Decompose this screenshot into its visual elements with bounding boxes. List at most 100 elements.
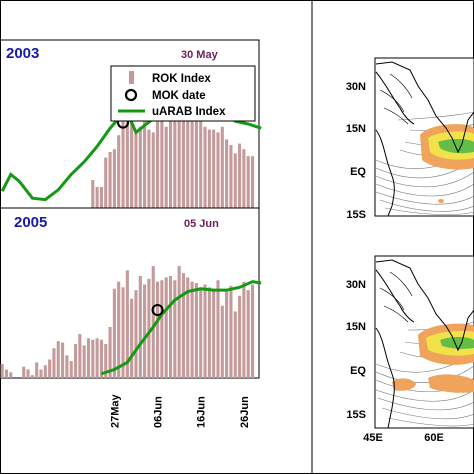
rok-bar [233, 311, 237, 378]
rok-bar [199, 119, 203, 208]
lat-label: EQ [350, 166, 366, 178]
x-tick-label: 26Jun [239, 396, 251, 428]
x-tick-label: 06Jun [153, 396, 165, 428]
rok-bar [229, 145, 233, 208]
rok-bar [173, 280, 177, 378]
lon-label: 60E [424, 432, 444, 444]
rok-bar [91, 180, 95, 208]
rok-bar [160, 280, 164, 378]
rok-bar [22, 366, 26, 378]
rok-bar [177, 266, 181, 378]
panel-date-2003: 30 May [181, 49, 219, 61]
lat-label: 15S [346, 209, 366, 221]
rok-bar [82, 345, 86, 378]
map-panel-bottom: 30N 15N EQ 15S 45E 60E [346, 255, 474, 444]
x-tick-label: 16Jun [196, 396, 208, 428]
panel-date-2005: 05 Jun [184, 218, 219, 230]
rok-bar [220, 305, 224, 378]
lat-labels-bottom: 30N 15N EQ 15S [346, 279, 367, 421]
rok-bar [242, 281, 246, 378]
lat-label: 15N [346, 123, 366, 135]
panel-2005: 2005 05 Jun [0, 207, 262, 379]
shade-green-bottom [440, 337, 474, 349]
rok-bar [250, 284, 255, 378]
rok-bar [125, 77, 129, 208]
rok-bar [164, 126, 168, 208]
rok-bar [130, 298, 134, 378]
rok-bar [147, 278, 151, 378]
rok-bar [168, 96, 173, 208]
rok-bar [69, 361, 73, 378]
rok-bar [138, 276, 142, 378]
panel-year-2005: 2005 [14, 214, 47, 231]
rok-bar [99, 339, 103, 378]
coastline-top [375, 61, 474, 216]
rok-bar [121, 287, 125, 378]
rok-bar [238, 143, 242, 208]
legend-rok: ROK Index [152, 73, 211, 85]
rok-bar [233, 153, 237, 208]
lat-label: 15N [346, 321, 366, 333]
rok-bar [143, 115, 147, 208]
lat-label: EQ [350, 365, 366, 377]
rok-bar [43, 365, 47, 378]
rok-bar [216, 280, 220, 378]
rok-bar [143, 284, 147, 378]
rok-bar [173, 115, 177, 208]
rok-bar [130, 91, 134, 208]
rok-bar [156, 91, 160, 208]
rok-bar [134, 131, 138, 208]
rok-bar [9, 372, 13, 378]
rok-bar [177, 91, 181, 208]
rok-bar [229, 285, 233, 378]
legend-bar-swatch [129, 71, 134, 84]
rok-bar [39, 369, 43, 378]
rok-bar [138, 126, 142, 208]
rok-bar [95, 338, 99, 378]
rok-bar [194, 283, 198, 378]
rok-bar [151, 132, 155, 208]
rok-bar [220, 126, 224, 208]
rok-bar [151, 266, 155, 378]
rok-bar [104, 344, 108, 378]
rok-bar [246, 290, 250, 378]
rok-bar [35, 362, 39, 378]
rok-bar [186, 96, 190, 208]
rok-bar [117, 281, 121, 378]
shade-spot-top [438, 199, 444, 203]
rok-bar [86, 338, 91, 378]
lat-labels-top: 30N 15N EQ 15S [346, 81, 367, 221]
lat-label: 15S [346, 409, 366, 421]
lon-labels-bottom: 45E 60E [363, 432, 444, 444]
lat-label: 30N [346, 279, 366, 291]
x-axis-ticks: 27May 06Jun 16Jun 26Jun [109, 393, 251, 428]
rok-bar [242, 149, 246, 208]
rok-bar [225, 291, 229, 378]
rok-bar [246, 156, 250, 208]
rok-bar [190, 281, 194, 378]
rok-bar [160, 94, 164, 208]
rok-bar [61, 342, 65, 378]
lon-label: 45E [363, 432, 383, 444]
rok-bar [95, 187, 99, 208]
rok-bar [207, 129, 211, 208]
rok-bar [147, 129, 151, 208]
rok-bar [73, 344, 78, 378]
rok-bar [156, 281, 160, 378]
rok-bar [194, 111, 198, 208]
rok-bar [56, 341, 60, 378]
mok-marker-2005 [151, 304, 164, 316]
contour-top [379, 73, 413, 125]
map-panel-top: 30N 15N EQ 15S [346, 57, 474, 221]
rok-bar [199, 287, 203, 378]
panel-year-2003: 2003 [6, 45, 39, 62]
shade-orange-bottom-east [428, 374, 474, 393]
rok-bars-2005 [0, 266, 255, 378]
rok-bar [181, 114, 186, 208]
rok-bar [190, 111, 194, 208]
rok-bar [108, 152, 112, 208]
plot-frame-2003 [0, 39, 260, 209]
rok-bar [112, 149, 116, 208]
rok-bar [250, 156, 255, 208]
